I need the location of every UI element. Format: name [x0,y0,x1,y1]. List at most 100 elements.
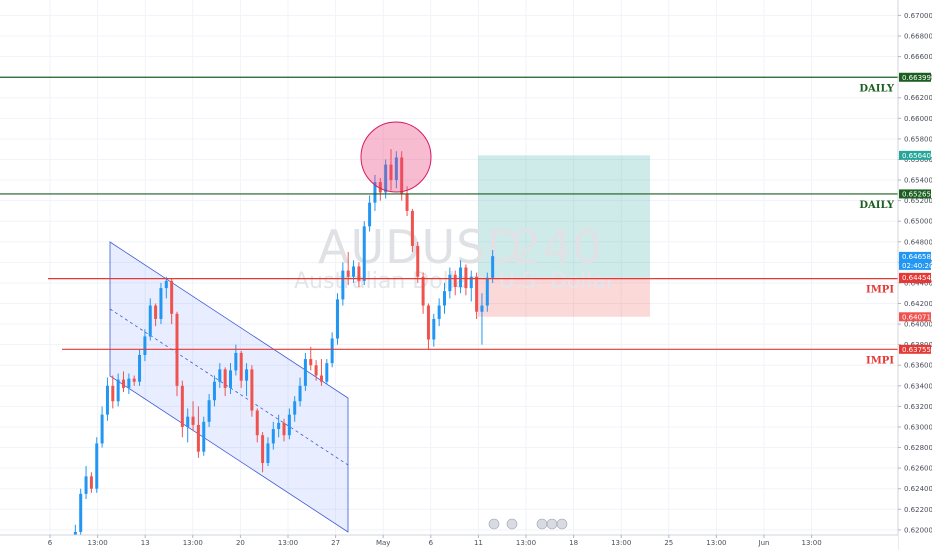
candle [229,363,232,395]
candle-body [212,381,216,401]
price-tick-label: 0.62600 [904,465,932,473]
candle-body [207,400,211,422]
candle-body [138,354,142,382]
candle [448,267,452,299]
price-tag [899,251,931,270]
candle [159,282,163,325]
candle-body [255,410,259,436]
price-tag-label: 0.63755 [902,346,931,354]
candle [459,260,463,294]
event-flag-icon[interactable] [536,518,548,530]
candle [196,406,200,458]
candle-body [485,277,489,306]
price-tag [899,189,931,199]
candle [255,408,259,443]
candle [491,250,495,283]
price-tag [899,344,931,354]
candle-body [357,266,361,281]
candle [400,151,404,201]
candle [426,303,430,350]
candle-body [410,210,414,246]
candle-body [464,267,468,289]
price-tag [899,72,931,82]
levels: DAILY DAILY IMPI IMPI [0,76,898,366]
candle-body [373,182,377,203]
candle [105,377,109,421]
candle [84,466,88,499]
candle-body [271,429,275,444]
event-flag-icon[interactable] [556,518,568,530]
candle-body [100,414,104,444]
candle-body [303,359,307,386]
time-tick-label: 6 [48,539,53,547]
candle [89,472,93,493]
candle [127,373,131,395]
candle [271,421,275,450]
candle [341,262,345,306]
candle-body [319,375,323,382]
time-tick-label: 13:00 [706,539,726,547]
candle [261,432,265,473]
highlight-circle[interactable] [360,121,432,193]
time-tick-label: 20 [236,539,245,547]
candle-body [314,365,318,376]
event-markers [488,518,568,530]
candle [314,360,318,381]
candle-body [218,369,222,382]
event-flag-icon[interactable] [506,518,518,530]
time-tick-label: Jun [758,539,770,547]
candle [432,313,436,347]
candle [138,349,142,386]
candle-body [239,352,243,381]
time-axis[interactable]: 6 13:00 13 13:00 20 13:00 27 May 6 11 13:00 18 13:00… [0,534,898,550]
candle [202,416,206,456]
price-tick-label: 0.65600 [904,156,932,164]
candle-body [154,305,158,319]
candle [143,329,147,362]
time-tick-label: 6 [429,539,434,547]
candle [464,264,468,296]
position-profit-zone[interactable] [478,155,650,278]
candle [250,365,254,417]
candle [207,394,211,427]
candle [410,208,414,253]
event-flag-icon[interactable] [488,518,500,530]
time-tick-label: May [376,539,390,547]
candle-body [298,385,302,402]
candle [100,406,104,448]
price-tick-label: 0.66200 [904,94,932,102]
candle-body [84,476,88,494]
candle [469,270,473,302]
candle-body [250,369,254,411]
candle-body [282,422,286,436]
candle-body [148,305,152,337]
candle [154,303,158,327]
price-tick-label: 0.65800 [904,135,932,143]
time-tick-label: 13:00 [611,539,631,547]
time-tick-label: 27 [331,539,340,547]
candle [319,359,323,386]
event-flag-icon[interactable] [546,518,558,530]
candle [287,408,291,440]
candle-body [325,363,329,382]
candle [293,396,297,422]
candle-body [277,422,281,430]
candle [277,414,281,438]
candle-body [378,182,382,193]
candle [309,346,313,371]
candle-body [95,443,99,489]
position-stop-zone[interactable] [478,277,650,317]
candle-body [293,401,297,415]
price-tick-label: 0.65000 [904,218,932,226]
candle-body [116,379,120,402]
candle-body [122,379,125,388]
candle [132,375,136,386]
candle-body [491,256,495,278]
candle-body [234,352,238,371]
candle [384,159,388,199]
price-tick-label: 0.64000 [904,321,932,329]
candle-body [111,385,115,402]
candle [480,293,484,345]
price-tick-label: 0.62400 [904,485,932,493]
